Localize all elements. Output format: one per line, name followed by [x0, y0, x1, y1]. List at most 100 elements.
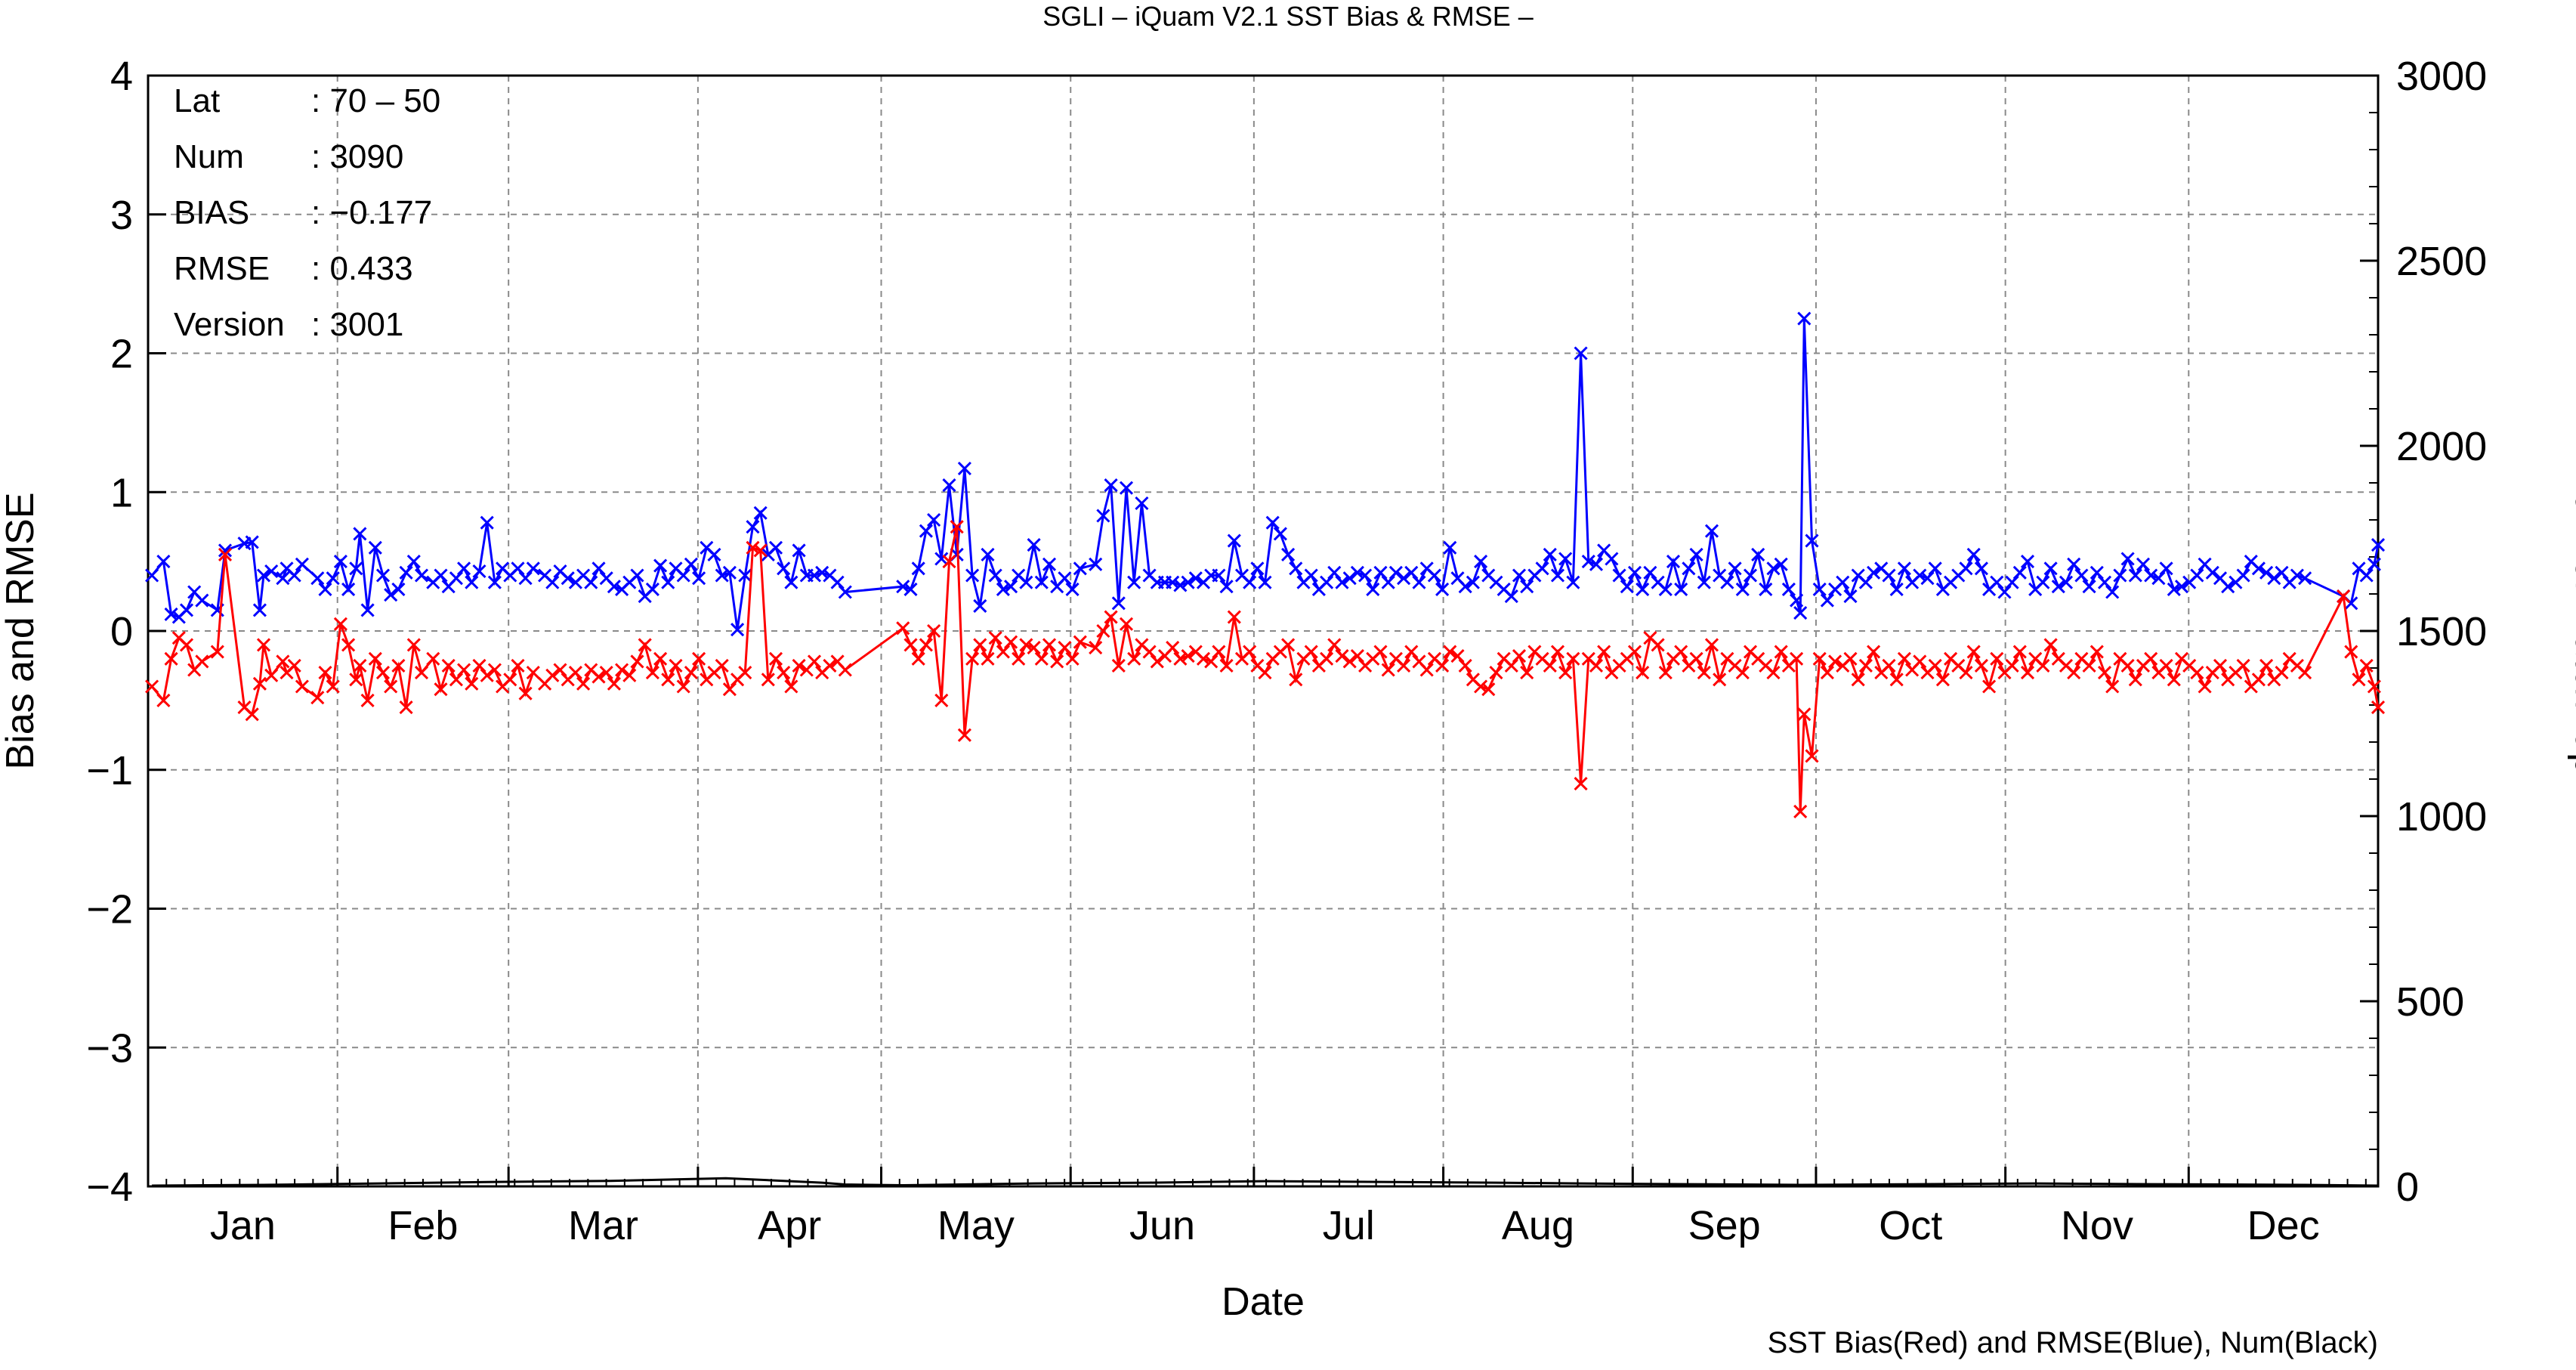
data-point [2090, 645, 2104, 659]
data-point [1974, 561, 1988, 576]
data-point [1034, 575, 1049, 589]
data-point [2198, 679, 2212, 694]
data-point [295, 679, 309, 694]
data-point [503, 673, 517, 687]
data-point [746, 540, 760, 555]
data-point [950, 520, 964, 534]
data-point [2159, 658, 2173, 673]
data-point [1304, 645, 1318, 659]
data-point [777, 666, 791, 680]
data-point [156, 693, 171, 707]
data-point [927, 512, 941, 527]
data-point [1397, 658, 1411, 673]
data-point [310, 691, 325, 705]
data-point [2190, 568, 2204, 583]
stat-value: : −0.177 [311, 194, 432, 231]
data-point [2059, 575, 2074, 589]
data-point [1797, 311, 1812, 326]
data-point [164, 607, 178, 621]
data-point [1674, 645, 1688, 659]
data-point [2043, 638, 2058, 652]
data-point [1790, 593, 1804, 608]
data-point [1889, 673, 1904, 687]
y-axis-title: Bias and RMSE [0, 492, 42, 769]
data-point [349, 673, 363, 687]
data-point [1959, 666, 1973, 680]
x-tick-label: Jan [210, 1203, 276, 1248]
data-point [1219, 658, 1234, 673]
data-point [1682, 561, 1696, 576]
data-point [1566, 575, 1580, 589]
data-point [2082, 580, 2096, 594]
data-point [526, 561, 540, 576]
y-tick-label: 4 [110, 54, 133, 99]
data-point [2097, 575, 2112, 589]
data-point [1104, 610, 1118, 624]
data-point [1867, 565, 1881, 580]
y-tick-label: −1 [86, 748, 133, 793]
data-point [1481, 682, 1496, 697]
data-point [195, 593, 209, 608]
data-point [1065, 651, 1080, 666]
data-point [1458, 658, 1472, 673]
data-point [1766, 561, 1781, 576]
data-point [1381, 663, 1395, 677]
stat-label: RMSE [174, 250, 270, 287]
data-point [1781, 582, 1796, 596]
data-point [1474, 555, 1488, 569]
data-point [784, 679, 798, 694]
data-point [753, 543, 768, 558]
data-point [715, 658, 729, 673]
data-point [903, 638, 918, 652]
data-point [1181, 649, 1195, 663]
data-point [1012, 651, 1026, 666]
data-point [1512, 568, 1527, 583]
data-point [738, 568, 752, 583]
data-point [661, 575, 675, 589]
data-point [1589, 557, 1604, 571]
data-point [333, 617, 347, 631]
y2-axis-title: Num of Match–up [2567, 465, 2576, 775]
data-point [1558, 666, 1573, 680]
stat-label: Lat [174, 82, 220, 119]
data-point [911, 561, 925, 576]
stat-value: : 0.433 [311, 250, 413, 287]
data-point [2159, 561, 2173, 576]
data-point [1042, 557, 1057, 571]
data-point [518, 571, 533, 586]
data-point [1119, 481, 1134, 495]
data-point [1820, 666, 1834, 680]
x-tick-label: Oct [1879, 1203, 1942, 1248]
data-point [1889, 582, 1904, 596]
data-point [1589, 658, 1604, 673]
data-point [934, 693, 949, 707]
data-point [1735, 582, 1750, 596]
data-point [768, 540, 783, 555]
data-point [1689, 547, 1703, 561]
data-point [1543, 547, 1557, 561]
data-point [1858, 658, 1873, 673]
data-point [653, 651, 668, 666]
data-point [434, 568, 448, 583]
data-point [1073, 561, 1087, 576]
footer-legend: SST Bias(Red) and RMSE(Blue), Num(Black) [1768, 1326, 2378, 1359]
data-point [919, 638, 933, 652]
data-point [2167, 582, 2181, 596]
data-point [179, 638, 194, 652]
data-point [2298, 571, 2312, 586]
data-point [2367, 557, 2381, 571]
data-point [1058, 641, 1072, 655]
data-point [545, 575, 560, 589]
data-point [457, 663, 471, 677]
data-point [645, 666, 659, 680]
data-point [2036, 575, 2050, 589]
data-point [287, 568, 301, 583]
data-point [426, 651, 440, 666]
data-point [326, 571, 340, 586]
data-point [487, 663, 502, 677]
data-point [2005, 658, 2019, 673]
y2-tick-label: 1000 [2396, 794, 2487, 840]
data-point [333, 555, 347, 569]
data-point [1812, 582, 1827, 596]
data-point [1574, 346, 1588, 360]
